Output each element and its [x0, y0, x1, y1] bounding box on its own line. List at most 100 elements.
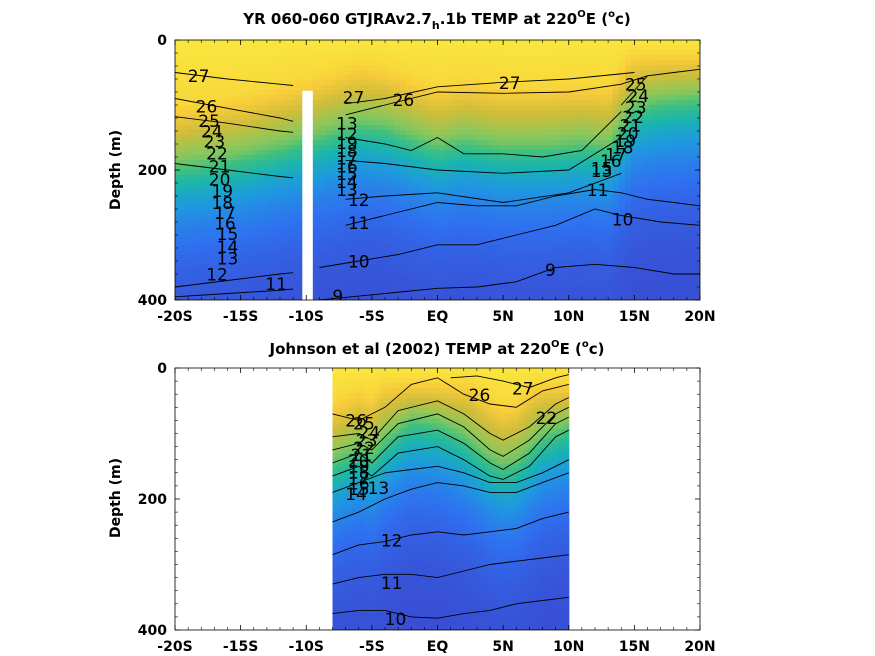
field-cell	[468, 260, 476, 266]
field-cell	[475, 290, 482, 296]
field-cell	[343, 549, 348, 556]
field-cell	[418, 55, 426, 61]
field-cell	[318, 160, 326, 166]
field-cell	[200, 105, 207, 111]
field-cell	[346, 433, 350, 440]
field-cell	[406, 155, 414, 161]
field-cell	[362, 285, 370, 291]
field-cell	[668, 275, 676, 281]
field-cell	[262, 275, 270, 281]
field-cell	[656, 45, 664, 51]
field-cell	[406, 120, 414, 126]
field-cell	[346, 529, 350, 535]
field-cell	[581, 140, 589, 146]
field-cell	[643, 145, 651, 151]
field-cell	[418, 70, 426, 76]
field-cell	[556, 155, 564, 161]
field-cell	[181, 95, 189, 101]
field-cell	[332, 544, 336, 550]
field-cell	[593, 115, 601, 121]
field-cell	[187, 275, 195, 281]
field-cell	[243, 75, 251, 81]
field-cell	[375, 70, 382, 76]
field-cell	[606, 125, 614, 131]
field-cell	[350, 195, 357, 201]
field-cell	[418, 250, 426, 256]
field-cell	[518, 185, 526, 191]
field-cell	[543, 55, 551, 61]
field-cell	[418, 235, 426, 241]
field-cell	[668, 175, 676, 181]
field-cell	[468, 230, 476, 236]
field-cell	[187, 140, 195, 146]
field-cell	[487, 195, 495, 201]
field-cell	[456, 215, 464, 221]
field-cell	[537, 40, 545, 46]
field-cell	[332, 579, 336, 586]
field-cell	[331, 205, 339, 211]
field-cell	[662, 230, 670, 236]
field-cell	[418, 185, 426, 191]
field-cell	[606, 150, 614, 156]
field-cell	[693, 65, 700, 71]
field-cell	[350, 230, 357, 236]
field-cell	[562, 160, 570, 166]
field-cell	[406, 220, 414, 226]
field-cell	[343, 438, 348, 445]
field-cell	[318, 275, 326, 281]
field-cell	[450, 290, 457, 296]
field-cell	[556, 70, 564, 76]
field-cell	[518, 110, 526, 116]
field-cell	[675, 55, 682, 61]
field-cell	[337, 55, 345, 61]
field-cell	[681, 265, 689, 271]
field-cell	[612, 90, 620, 96]
field-cell	[343, 604, 348, 611]
field-cell	[335, 403, 339, 409]
field-cell	[468, 275, 476, 281]
field-cell	[656, 200, 664, 206]
field-cell	[362, 150, 370, 156]
field-cell	[331, 110, 339, 116]
field-cell	[206, 90, 214, 96]
field-cell	[193, 190, 201, 196]
y-tick-label: 400	[138, 293, 167, 309]
field-cell	[656, 60, 664, 66]
field-cell	[675, 45, 682, 51]
field-cell	[437, 165, 445, 171]
field-cell	[352, 584, 356, 591]
field-cell	[581, 100, 589, 106]
field-cell	[543, 165, 551, 171]
field-cell	[175, 95, 182, 101]
field-cell	[335, 574, 339, 581]
field-cell	[487, 85, 495, 91]
field-cell	[287, 200, 295, 206]
field-cell	[175, 160, 182, 166]
field-cell	[231, 100, 239, 106]
field-cell	[650, 275, 657, 281]
field-cell	[175, 255, 182, 261]
field-cell	[381, 180, 389, 186]
field-cell	[556, 250, 564, 256]
field-cell	[331, 215, 339, 221]
field-cell	[587, 245, 595, 251]
field-cell	[406, 115, 414, 121]
field-cell	[387, 270, 395, 276]
field-cell	[518, 145, 526, 151]
field-cell	[337, 245, 345, 251]
field-cell	[293, 100, 301, 106]
contour-12	[175, 272, 294, 288]
field-cell	[500, 220, 507, 226]
field-cell	[262, 170, 270, 176]
field-cell	[218, 215, 226, 221]
field-cell	[181, 50, 189, 56]
field-cell	[193, 210, 201, 216]
field-cell	[335, 599, 339, 606]
field-cell	[281, 150, 289, 156]
field-cell	[340, 534, 345, 540]
field-cell	[275, 260, 282, 266]
field-cell	[281, 160, 289, 166]
field-cell	[187, 255, 195, 261]
field-cell	[468, 180, 476, 186]
field-cell	[412, 75, 420, 81]
